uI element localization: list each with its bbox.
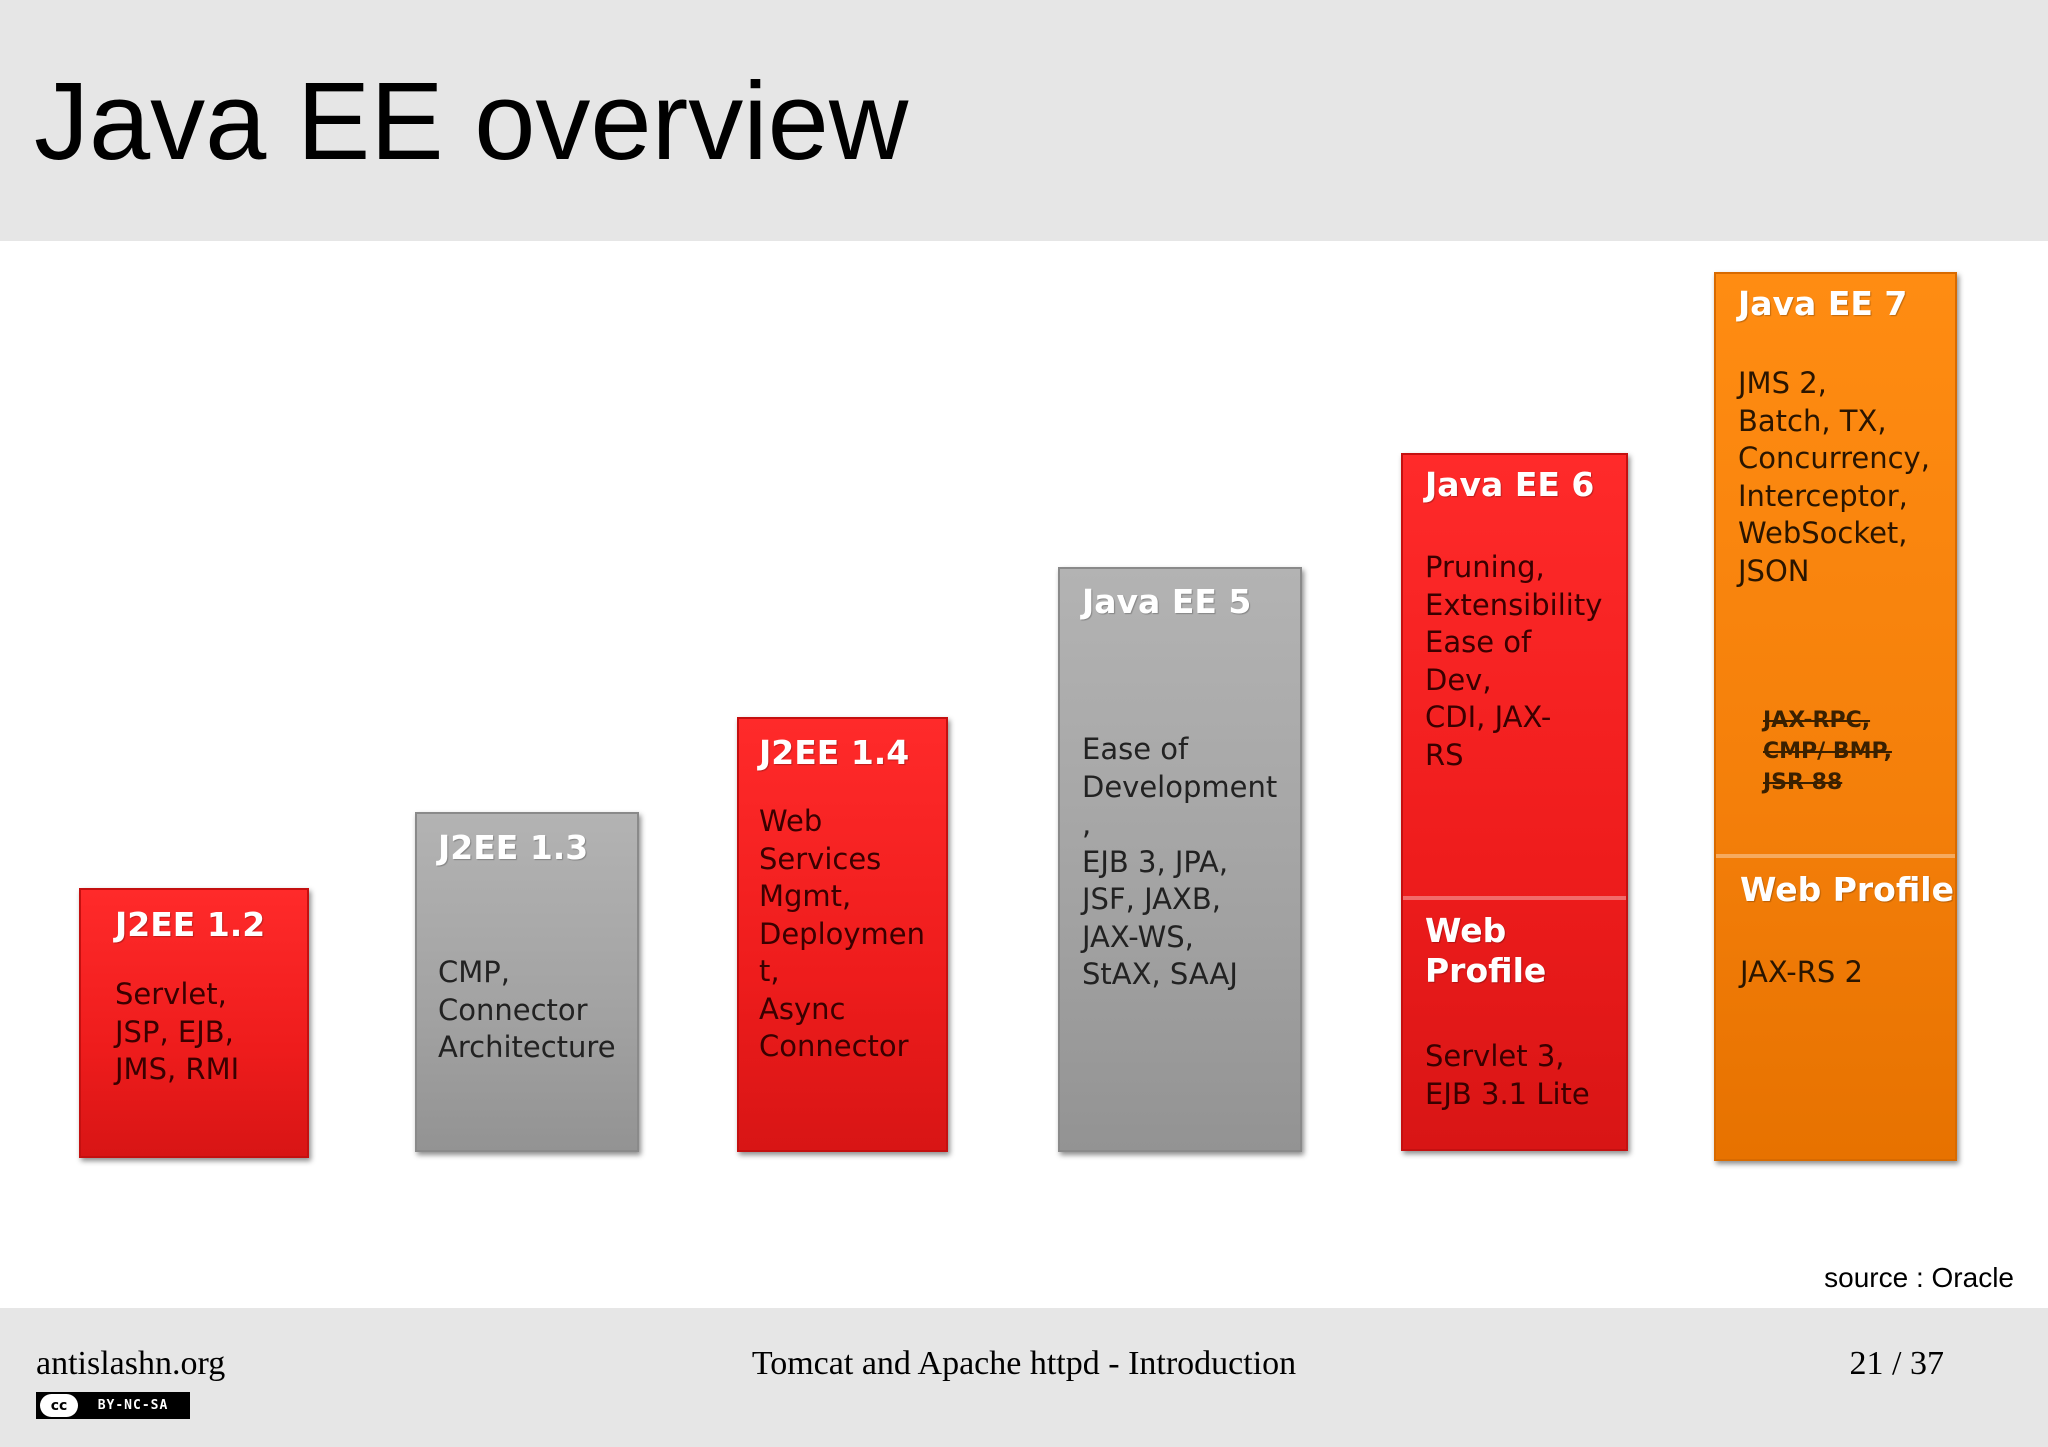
header-band <box>0 0 2048 241</box>
version-name: Java EE 7 <box>1738 284 1908 323</box>
version-name: J2EE 1.4 <box>759 733 910 772</box>
version-features: JMS 2, Batch, TX, Concurrency, Intercept… <box>1738 366 1930 588</box>
version-features: Servlet, JSP, EJB, JMS, RMI <box>115 977 240 1086</box>
java-ee-timeline-diagram: J2EE 1.2 Servlet, JSP, EJB, JMS, RMI J2E… <box>0 241 2048 1308</box>
version-features: CMP, Connector Architecture <box>438 955 616 1064</box>
web-profile-label: Web Profile <box>1740 870 1955 909</box>
page-number: 21 / 37 <box>1849 1345 1944 1382</box>
version-box-j2ee-1-2: J2EE 1.2 Servlet, JSP, EJB, JMS, RMI <box>79 888 309 1158</box>
web-profile-label: Web Profile <box>1425 911 1547 990</box>
source-credit: source : Oracle <box>1824 1262 2014 1293</box>
version-name: Java EE 5 <box>1082 582 1252 621</box>
slide-title: Java EE overview <box>34 60 909 183</box>
footer-band <box>0 1308 2048 1447</box>
version-features: Ease of Development , EJB 3, JPA, JSF, J… <box>1082 732 1278 991</box>
version-box-java-ee-5: Java EE 5 Ease of Development , EJB 3, J… <box>1058 567 1302 1152</box>
web-profile-divider <box>1716 854 1955 858</box>
license-text: BY-NC-SA <box>97 1398 169 1413</box>
version-features: Pruning, Extensibility Ease of Dev, CDI,… <box>1425 550 1603 772</box>
footer-site-name: antislashn.org <box>36 1345 226 1382</box>
version-box-java-ee-7: Java EE 7 JMS 2, Batch, TX, Concurrency,… <box>1714 272 1957 1161</box>
removed-features: JAX-RPC, CMP/ BMP, JSR 88 <box>1763 708 1892 795</box>
version-box-java-ee-6: Java EE 6 Pruning, Extensibility Ease of… <box>1401 453 1628 1151</box>
version-name: Java EE 6 <box>1425 465 1595 504</box>
version-name: J2EE 1.3 <box>438 828 589 867</box>
web-profile-features: Servlet 3, EJB 3.1 Lite <box>1425 1039 1590 1111</box>
version-box-j2ee-1-3: J2EE 1.3 CMP, Connector Architecture <box>415 812 639 1152</box>
version-name: J2EE 1.2 <box>115 905 266 944</box>
footer-presentation-title: Tomcat and Apache httpd - Introduction <box>751 1345 1297 1382</box>
version-box-j2ee-1-4: J2EE 1.4 Web Services Mgmt, Deploymen t,… <box>737 717 948 1152</box>
web-profile-divider <box>1403 896 1626 900</box>
version-features: Web Services Mgmt, Deploymen t, Async Co… <box>759 804 926 1063</box>
cc-license-badge: cc BY-NC-SA <box>36 1392 190 1419</box>
web-profile-features: JAX-RS 2 <box>1740 955 1863 989</box>
creative-commons-icon: cc <box>40 1394 78 1417</box>
